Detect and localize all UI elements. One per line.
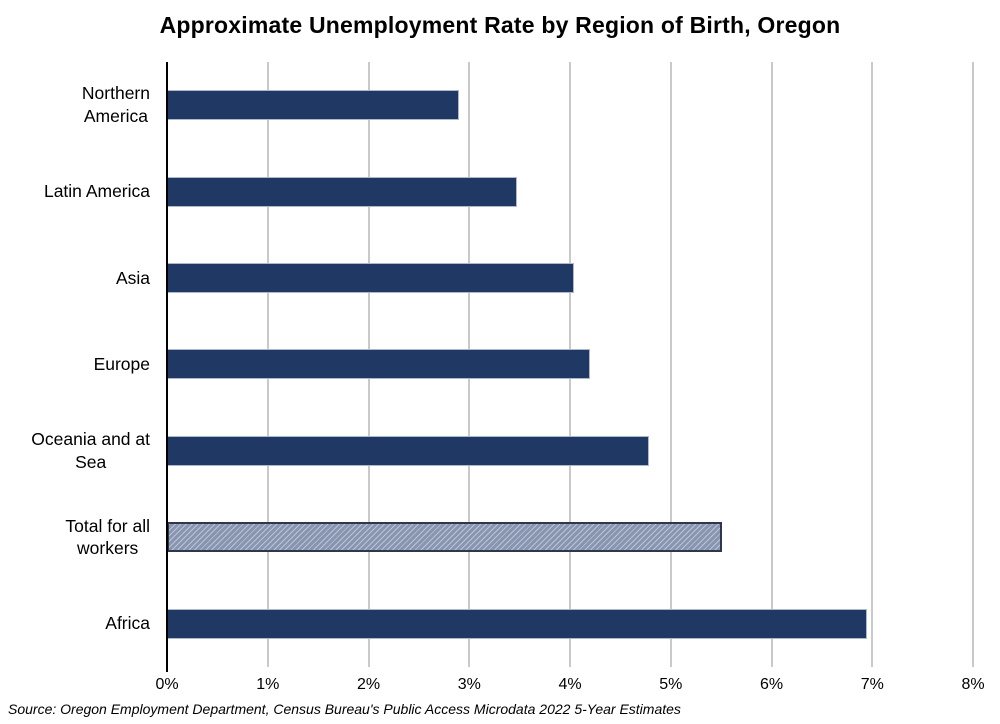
gridline	[770, 62, 773, 667]
category-label-row: Latin America	[0, 148, 150, 234]
bar-series	[167, 62, 973, 667]
gridline	[871, 62, 874, 667]
y-axis-line	[166, 62, 168, 672]
x-tick-label: 6%	[759, 676, 784, 693]
x-axis-tick-labels: 0% 1% 2% 3% 4% 5% 6% 7% 8%	[155, 676, 984, 696]
category-label-row: Africa	[0, 581, 150, 667]
plot-area	[166, 62, 974, 672]
category-label: Total for all workers	[65, 515, 150, 559]
bar	[167, 435, 649, 466]
x-tick-label: 0%	[155, 676, 179, 693]
category-label-row: Asia	[0, 235, 150, 321]
category-label: Latin America	[43, 181, 150, 202]
bar	[167, 263, 575, 294]
bar-row	[167, 321, 973, 407]
category-label: Asia	[115, 267, 150, 288]
gridline	[669, 62, 672, 667]
bar	[167, 349, 591, 380]
category-label: Northern America	[81, 83, 150, 127]
source-note: Source: Oregon Employment Department, Ce…	[8, 701, 681, 717]
x-tick-label: 8%	[961, 676, 985, 693]
category-label-row: Europe	[0, 321, 150, 407]
bar-row	[167, 408, 973, 494]
x-tick-label: 3%	[457, 676, 481, 693]
bar-row	[167, 62, 973, 148]
x-tick-label: 5%	[659, 676, 683, 693]
gridline	[972, 62, 974, 667]
x-tick-label: 7%	[860, 676, 884, 693]
bar-row	[167, 494, 973, 580]
bar-row	[167, 148, 973, 234]
bar	[167, 90, 460, 121]
x-tick-label: 2%	[356, 676, 381, 693]
category-label: Oceania and at Sea	[31, 429, 150, 472]
category-label-row: Oceania and at Sea	[0, 408, 150, 494]
category-label: Africa	[105, 613, 150, 634]
x-tick-label: 1%	[256, 676, 280, 693]
bar-row	[167, 235, 973, 321]
bar	[167, 608, 868, 639]
category-label-row: Total for all workers	[0, 494, 150, 580]
bar-hatched	[167, 522, 723, 553]
x-tick-label: 4%	[558, 676, 582, 693]
bar-row	[167, 581, 973, 667]
category-label-row: Northern America	[0, 62, 150, 148]
category-label: Europe	[93, 354, 150, 375]
category-axis-labels: Northern America Latin America Asia Europe O…	[0, 62, 150, 667]
bar	[167, 176, 517, 207]
chart-title: Approximate Unemployment Rate by Region …	[159, 12, 841, 38]
